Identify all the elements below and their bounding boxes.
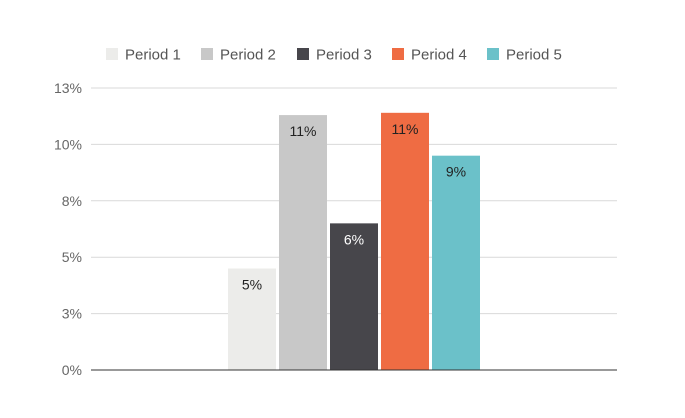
legend: Period 1 Period 2 Period 3 Period 4 Period 5 (106, 47, 562, 64)
data-label: 11% (290, 123, 317, 139)
bar-period-3 (330, 223, 378, 370)
y-tick-label: 3% (62, 306, 82, 322)
legend-label: Period 4 (411, 47, 467, 64)
legend-swatch (297, 48, 309, 60)
gridlines (91, 87, 617, 315)
y-axis: 0% 3% 5% 8% 10% 13% (54, 80, 82, 378)
y-tick-label: 8% (62, 193, 82, 209)
legend-label: Period 5 (506, 47, 562, 64)
legend-swatch (392, 48, 404, 60)
data-label: 11% (392, 121, 419, 137)
bar-period-4 (381, 112, 429, 370)
legend-label: Period 2 (220, 47, 276, 64)
bars (228, 112, 480, 371)
y-tick-label: 13% (54, 80, 82, 96)
legend-label: Period 1 (125, 47, 181, 64)
bar-period-5 (432, 155, 480, 370)
bar-period-1 (228, 268, 276, 370)
legend-swatch (201, 48, 213, 60)
legend-swatch (487, 48, 499, 60)
y-tick-label: 10% (54, 136, 82, 152)
bar-period-2 (279, 115, 327, 371)
data-label: 9% (446, 164, 466, 180)
data-label: 6% (344, 231, 364, 247)
legend-label: Period 3 (316, 47, 372, 64)
y-tick-label: 5% (62, 249, 82, 265)
legend-swatch (106, 48, 118, 60)
y-tick-label: 0% (62, 362, 82, 378)
data-label: 5% (242, 276, 262, 292)
data-labels: 5% 11% 6% 11% 9% (242, 121, 466, 293)
